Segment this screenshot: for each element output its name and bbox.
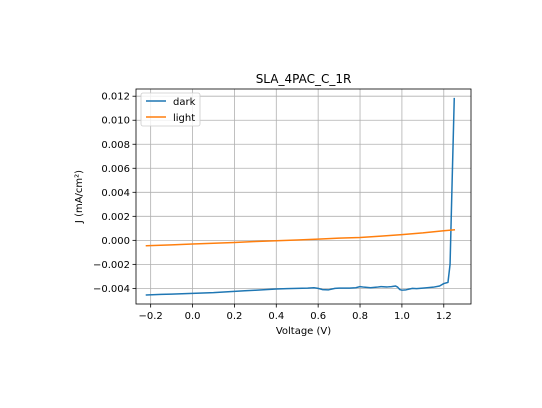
x-tick-label: 1.2 xyxy=(436,311,452,322)
y-tick-label: 0.002 xyxy=(101,212,130,223)
y-tick-label: 0.004 xyxy=(101,188,130,199)
x-tick-label: 1.0 xyxy=(394,311,410,322)
chart-title: SLA_4PAC_C_1R xyxy=(256,72,352,86)
x-tick-label: 0.2 xyxy=(226,311,242,322)
x-axis-label: Voltage (V) xyxy=(276,326,331,337)
x-axis-ticks: −0.2 0.0 0.2 0.4 0.6 0.8 1.0 1.2 xyxy=(139,304,452,322)
x-tick-label: 0.8 xyxy=(352,311,368,322)
y-axis-label: J (mA/cm²) xyxy=(74,170,85,224)
x-tick-label: 0.4 xyxy=(268,311,284,322)
y-axis-ticks: −0.004 −0.002 0.000 0.002 0.004 0.006 0.008 0.0… xyxy=(93,92,136,295)
y-tick-label: −0.004 xyxy=(93,284,130,295)
series-line-light xyxy=(145,228,456,247)
legend-label-light: light xyxy=(173,113,195,124)
y-tick-label: 0.000 xyxy=(101,236,130,247)
series-line-dark xyxy=(145,97,456,296)
y-tick-label: 0.008 xyxy=(101,140,130,151)
y-tick-label: 0.010 xyxy=(101,116,130,127)
plot-series xyxy=(145,97,456,296)
y-tick-label: 0.012 xyxy=(101,92,130,103)
x-tick-label: 0.6 xyxy=(310,311,326,322)
plot-frame xyxy=(135,88,472,305)
x-tick-label: 0.0 xyxy=(185,311,201,322)
legend-label-dark: dark xyxy=(173,97,196,108)
legend: dark light xyxy=(140,92,201,127)
y-tick-label: 0.006 xyxy=(101,164,130,175)
y-tick-label: −0.002 xyxy=(93,260,130,271)
x-tick-label: −0.2 xyxy=(139,311,163,322)
